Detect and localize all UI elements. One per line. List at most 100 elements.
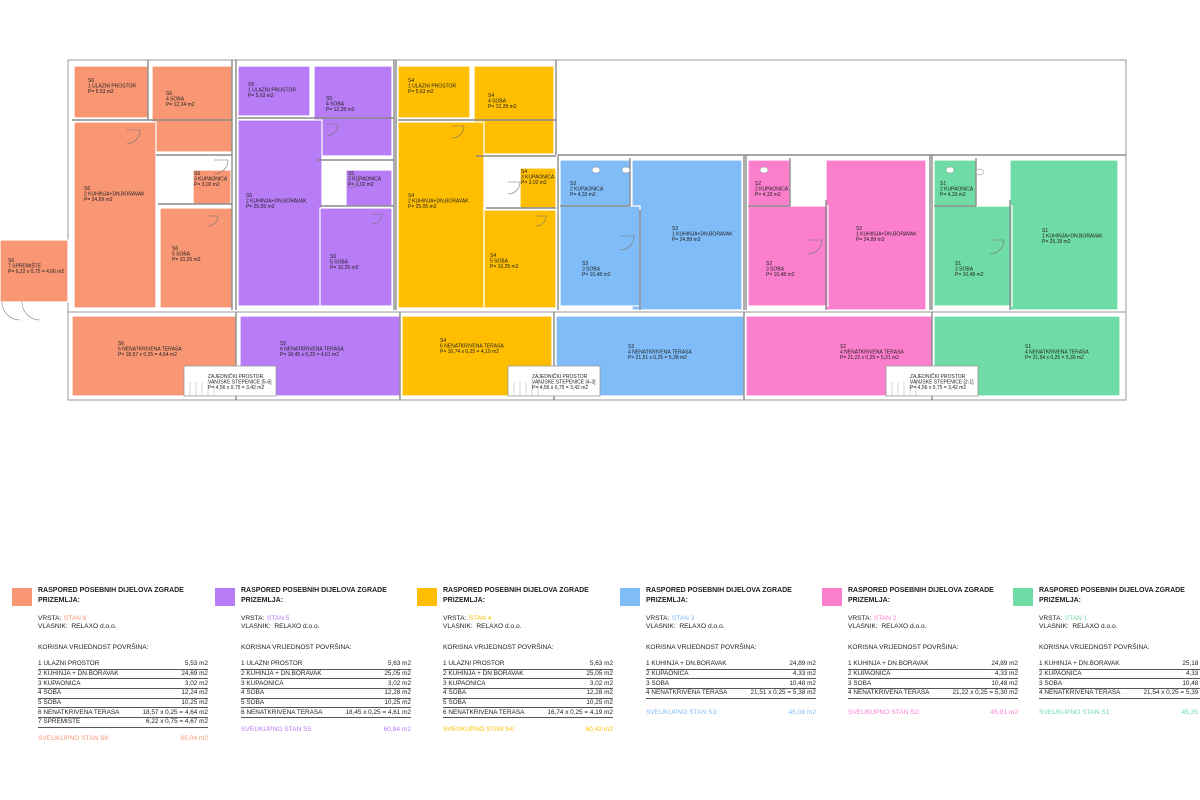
room-name: 4 SOBA [38,688,133,699]
legend-text: VLASNIK: [848,623,878,631]
room-area: 21,22 x 0,25 = 5,30 m2 [942,688,1018,699]
room-label: P= 21,54 x 0,25 = 5,39 m2 [1025,355,1084,361]
total-label: SVEUKUPNO STAN S1: [1039,708,1112,716]
area-row: 2 KUHINJA + DN BORAVAK 25,05 m2 [443,669,613,680]
room-label: P= 24,69 m2 [84,197,113,203]
total-value: 65,04 m2 [180,734,209,742]
area-row: 4 SOBA 12,28 m2 [443,688,613,699]
room-area: 24,89 m2 [942,660,1018,670]
legend-title: RASPORED POSEBNIH DIJELOVA ZGRADE PRIZEML… [848,586,1018,606]
room-label: 5 SOBA [330,259,349,265]
area-row: 7 SPREMIŠTE 6,22 x 0,75 = 4,67 m2 [38,717,208,728]
owner: RELAXO d.o.o. [476,623,522,631]
room-area: 5,53 m2 [132,660,208,670]
room-label: P= 3,02 m2 [194,182,220,188]
area-row: 5 SOBA 10,25 m2 [241,698,411,709]
total-label: SVEUKUPNO STAN S4: [443,726,516,734]
entrance-door [1,301,41,321]
color-swatch [822,588,842,606]
total-area: SVEUKUPNO STAN S2: 45,01 m2 [848,709,1018,717]
legend-subtitle: KORISNA VRIJEDNOST POVRŠINA: [443,644,554,651]
stairs-label: ZAJEDNIČKI PROSTOR [532,373,588,380]
legend-text: PRIZEMLJA: [848,597,890,604]
room-label: S4 [490,253,496,259]
legend-text: RASPORED POSEBNIH DIJELOVA ZGRADE [443,587,589,594]
unit-type: STAN 2 [873,615,897,622]
legend-text: VLASNIK: [646,623,676,631]
legend-subtitle: KORISNA VRIJEDNOST POVRŠINA: [1039,644,1150,651]
room-label: S4 [488,93,494,99]
room-name: 1 KUHINJA + DN.BORAVAK [646,660,741,670]
stairs-label: P= 4,56 x 0,75 = 3,42 m2 [910,385,966,391]
stairs-label: VANJSKE STEPENICE [5-6] [208,380,272,386]
area-row: 1 ULAZNI PROSTOR 5,53 m2 [38,660,208,670]
legend-text: VRSTA: [1039,615,1063,622]
room-area: 21,54 x 0,25 = 5,39 m2 [1133,688,1200,699]
room-label: S6 [84,186,90,192]
room-label: 3 SOBA [955,266,974,272]
room-label: 3 KUPAONICA [194,176,228,182]
room-label: P= 6,22 x 0,75 = 4,66 m2 [8,269,64,275]
legend-text: VLASNIK: [1039,623,1069,631]
room-label: S5 [326,96,332,102]
legend-subtitle: KORISNA VRIJEDNOST POVRŠINA: [848,644,959,651]
room-label: S1 [1025,344,1031,350]
area-table: 1 KUHINJA + DN.BORAVAK 24,89 m2 2 KUPAONIC… [646,660,816,699]
room-label: P= 25,05 m2 [246,204,275,210]
area-row: 3 KUPAONICA 3,02 m2 [241,678,411,690]
room-label: 2 KUHINJA+DN.BORAVAK [408,198,469,204]
area-row: 5 SOBA 10,25 m2 [38,698,208,709]
room-label: S1 [955,261,961,267]
room-label: P= 10,25 m2 [172,257,201,263]
room-name: 7 SPREMIŠTE [38,717,133,728]
color-swatch [620,588,640,606]
room-label: S1 [1042,228,1048,234]
room-name: 3 SOBA [1039,678,1134,690]
area-row: 1 KUHINJA + DN.BORAVAK 24,89 m2 [848,660,1018,670]
room-label: P= 4,33 m2 [755,192,781,198]
room-label: P= 18,45 x 0,25 = 4,61 m2 [280,352,339,358]
room-label: 2 KUHINJA+DN.BORAVAK [246,198,307,204]
room-label: P= 24,89 m2 [856,237,885,243]
room-label: P= 5,63 m2 [408,89,434,95]
legend-meta: VRSTA: STAN 3 VLASNIK: RELAXO d.o.o. [646,615,816,631]
legend-text: PRIZEMLJA: [38,597,80,604]
room-label: S6 [88,78,94,84]
room-area: 6,22 x 0,75 = 4,67 m2 [132,717,208,728]
room-area: 25,18 m2 [1133,660,1200,670]
room-label: S3 [582,261,588,267]
room-name: 4 SOBA [241,688,336,699]
room-name: 5 SOBA [38,698,133,709]
room-label: S4 [440,338,446,344]
room-area: 3,02 m2 [537,678,613,690]
room-name: 2 KUPAONICA [646,669,741,680]
area-table: 1 ULAZNI PROSTOR 5,63 m2 2 KUHINJA + DN.BO… [241,660,411,719]
room-label: P= 5,63 m2 [248,93,274,99]
room-name: 2 KUHINJA + DN BORAVAK [443,669,538,680]
room-label: P= 25,18 m2 [1042,239,1071,245]
room-label: 3 SOBA [766,266,785,272]
area-row: 6 NENATKRIVENA TERASA 18,45 x 0,25 = 4,61… [241,707,411,719]
room-area: 10,25 m2 [132,698,208,709]
room-area: 18,57 x 0,25 = 4,64 m2 [132,707,208,719]
door-swing [451,125,465,139]
area-row: 4 NENATKRIVENA TERASA 21,51 x 0,25 = 5,38… [646,688,816,699]
room-name: 3 SOBA [646,678,741,690]
room-label: 7 SPREMIŠTE [8,262,42,269]
legend-text: PRIZEMLJA: [241,597,283,604]
